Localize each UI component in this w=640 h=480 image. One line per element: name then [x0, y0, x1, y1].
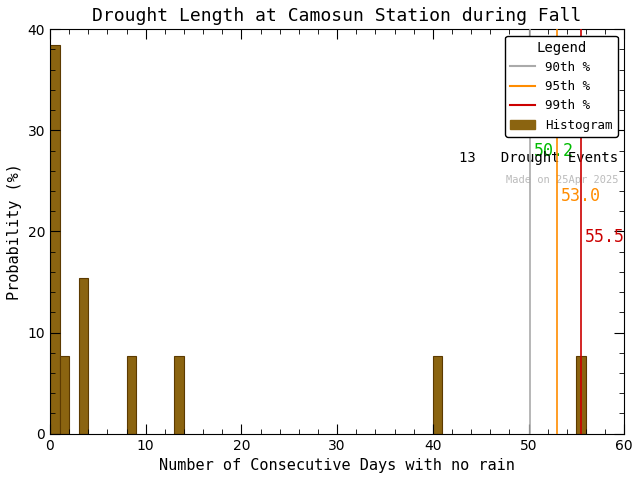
Bar	[175, 356, 184, 433]
Text: Made on 25Apr 2025: Made on 25Apr 2025	[506, 175, 618, 185]
Bar	[79, 278, 88, 433]
Y-axis label: Probability (%): Probability (%)	[7, 163, 22, 300]
Legend: 90th %, 95th %, 99th %, Histogram: 90th %, 95th %, 99th %, Histogram	[506, 36, 618, 136]
X-axis label: Number of Consecutive Days with no rain: Number of Consecutive Days with no rain	[159, 458, 515, 473]
Bar	[60, 356, 69, 433]
Bar	[127, 356, 136, 433]
Bar	[50, 45, 60, 433]
Bar	[577, 356, 586, 433]
Title: Drought Length at Camosun Station during Fall: Drought Length at Camosun Station during…	[92, 7, 582, 25]
Text: 13   Drought Events: 13 Drought Events	[460, 151, 618, 165]
Text: 53.0: 53.0	[561, 187, 601, 205]
Text: 55.5: 55.5	[585, 228, 625, 245]
Bar	[433, 356, 442, 433]
Text: 50.2: 50.2	[534, 142, 574, 159]
